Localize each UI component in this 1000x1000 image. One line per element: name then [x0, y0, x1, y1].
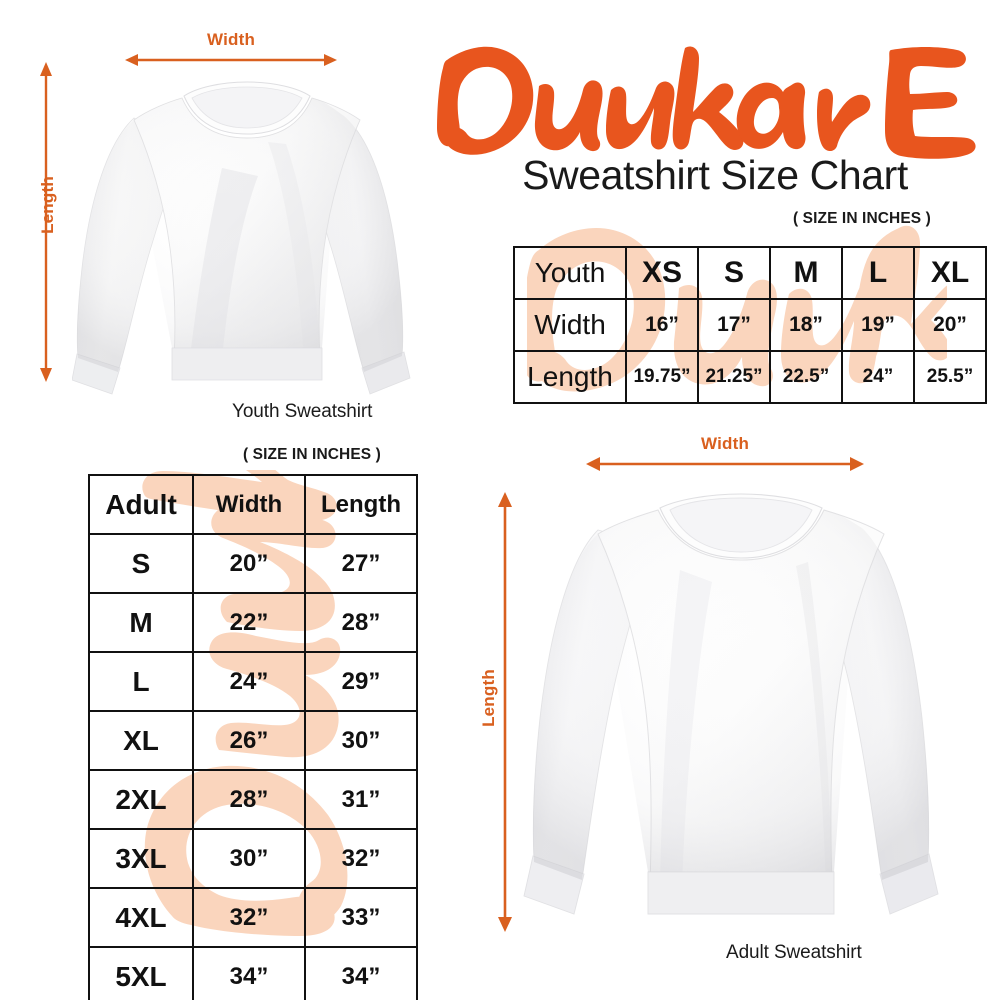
- youth-width-row: Width 16” 17” 18” 19” 20”: [513, 298, 987, 352]
- youth-length-l: 24”: [841, 350, 915, 404]
- adult-size-l: L: [88, 651, 194, 712]
- adult-length-label: Length: [478, 669, 498, 727]
- adult-width-s: 20”: [192, 533, 306, 594]
- youth-width-row-label: Width: [513, 298, 627, 352]
- adult-width-2xl: 28”: [192, 769, 306, 830]
- adult-width-4xl: 32”: [192, 887, 306, 948]
- adult-length-s: 27”: [304, 533, 418, 594]
- youth-width-arrow-icon: [125, 52, 337, 68]
- youth-size-header-xl: XL: [913, 246, 987, 300]
- brand-logo: [435, 34, 990, 162]
- adult-size-2xl: 2XL: [88, 769, 194, 830]
- youth-units-note: ( SIZE IN INCHES ): [793, 210, 931, 227]
- adult-width-label: Width: [701, 434, 750, 453]
- table-row: 5XL 34” 34”: [88, 946, 418, 1000]
- table-row: 3XL 30” 32”: [88, 828, 418, 889]
- table-row: M 22” 28”: [88, 592, 418, 653]
- adult-size-xl: XL: [88, 710, 194, 771]
- youth-width-xs: 16”: [625, 298, 699, 352]
- youth-length-arrow-icon: [38, 62, 54, 382]
- adult-length-l: 29”: [304, 651, 418, 712]
- adult-length-4xl: 33”: [304, 887, 418, 948]
- adult-size-table: Adult Width Length S 20” 27” M 22” 28” L…: [88, 474, 418, 1000]
- youth-length-row-label: Length: [513, 350, 627, 404]
- table-row: 4XL 32” 33”: [88, 887, 418, 948]
- adult-size-5xl: 5XL: [88, 946, 194, 1000]
- adult-width-5xl: 34”: [192, 946, 306, 1000]
- adult-width-l: 24”: [192, 651, 306, 712]
- adult-width-3xl: 30”: [192, 828, 306, 889]
- youth-size-header-s: S: [697, 246, 771, 300]
- adult-sweatshirt-caption: Adult Sweatshirt: [726, 942, 862, 963]
- adult-width-m: 22”: [192, 592, 306, 653]
- youth-length-row: Length 19.75” 21.25” 22.5” 24” 25.5”: [513, 350, 987, 404]
- youth-width-m: 18”: [769, 298, 843, 352]
- adult-header-width: Width: [192, 474, 306, 535]
- adult-length-3xl: 32”: [304, 828, 418, 889]
- adult-units-note: ( SIZE IN INCHES ): [243, 446, 381, 463]
- youth-length-xs: 19.75”: [625, 350, 699, 404]
- adult-length-arrow-icon: [497, 492, 513, 932]
- youth-width-label: Width: [207, 30, 256, 49]
- adult-size-3xl: 3XL: [88, 828, 194, 889]
- youth-table-header-row: Youth XS S M L XL: [513, 246, 987, 300]
- youth-size-header-xs: XS: [625, 246, 699, 300]
- adult-sweatshirt-image: [520, 490, 960, 935]
- youth-sweatshirt-caption: Youth Sweatshirt: [232, 401, 373, 422]
- youth-size-header-l: L: [841, 246, 915, 300]
- youth-sweatshirt-image: [72, 72, 422, 397]
- youth-length-s: 21.25”: [697, 350, 771, 404]
- adult-size-m: M: [88, 592, 194, 653]
- youth-size-table: Youth XS S M L XL Width 16” 17” 18” 19” …: [513, 246, 987, 404]
- youth-size-header-m: M: [769, 246, 843, 300]
- youth-width-xl: 20”: [913, 298, 987, 352]
- adult-length-2xl: 31”: [304, 769, 418, 830]
- adult-length-xl: 30”: [304, 710, 418, 771]
- table-row: 2XL 28” 31”: [88, 769, 418, 830]
- adult-length-5xl: 34”: [304, 946, 418, 1000]
- adult-table-header-row: Adult Width Length: [88, 474, 418, 535]
- youth-width-s: 17”: [697, 298, 771, 352]
- adult-width-xl: 26”: [192, 710, 306, 771]
- adult-size-4xl: 4XL: [88, 887, 194, 948]
- youth-table-corner-label: Youth: [513, 246, 627, 300]
- youth-width-l: 19”: [841, 298, 915, 352]
- adult-length-m: 28”: [304, 592, 418, 653]
- table-row: S 20” 27”: [88, 533, 418, 594]
- page-title: Sweatshirt Size Chart: [522, 152, 908, 198]
- youth-length-m: 22.5”: [769, 350, 843, 404]
- youth-length-xl: 25.5”: [913, 350, 987, 404]
- adult-width-arrow-icon: [586, 456, 864, 472]
- table-row: L 24” 29”: [88, 651, 418, 712]
- table-row: XL 26” 30”: [88, 710, 418, 771]
- adult-header-length: Length: [304, 474, 418, 535]
- adult-header-size: Adult: [88, 474, 194, 535]
- adult-size-s: S: [88, 533, 194, 594]
